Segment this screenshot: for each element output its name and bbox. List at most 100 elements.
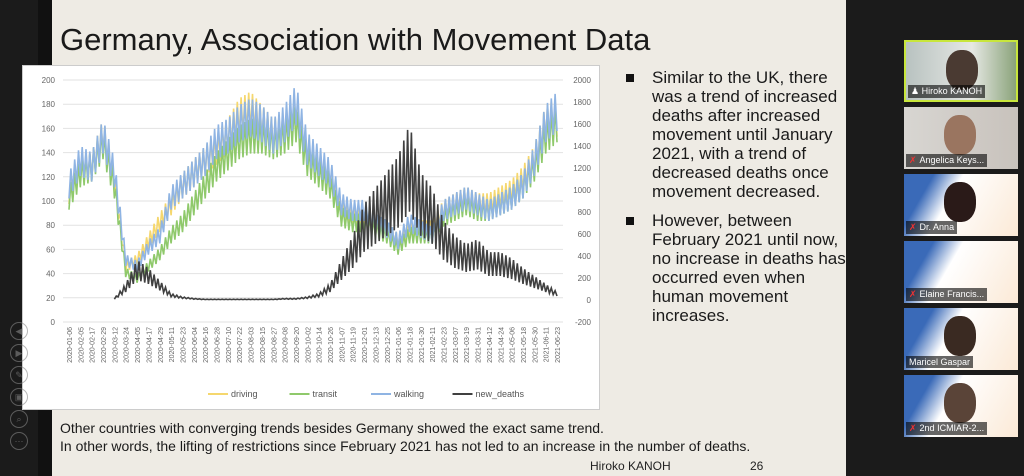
- participant-name: Dr. Anna: [919, 222, 955, 232]
- next-icon[interactable]: ▶: [10, 344, 28, 362]
- x-axis-tick-label: 2021-04-12: [487, 327, 494, 363]
- slide-title: Germany, Association with Movement Data: [60, 22, 651, 57]
- bullet-text: However, between February 2021 until now…: [652, 211, 846, 325]
- x-axis-tick-label: 2021-05-06: [510, 327, 517, 363]
- x-axis-tick-label: 2020-09-20: [294, 327, 301, 363]
- left-axis-tick-label: 60: [46, 245, 55, 254]
- participant-name: Hiroko KANOH: [921, 86, 983, 96]
- muted-mic-icon: ✗: [909, 222, 917, 232]
- left-axis-tick-label: 160: [42, 124, 56, 133]
- participant-tile[interactable]: ✗ Angelica Keys...: [904, 107, 1018, 169]
- right-axis-tick-label: 1400: [573, 142, 591, 151]
- participant-tile[interactable]: Maricel Gaspar: [904, 308, 1018, 370]
- bullet-square-icon: [626, 217, 634, 225]
- slides-icon[interactable]: ▣: [10, 388, 28, 406]
- more-icon[interactable]: ⋯: [10, 432, 28, 450]
- participant-tile[interactable]: ✗ Dr. Anna: [904, 174, 1018, 236]
- x-axis-tick-label: 2020-06-28: [215, 327, 222, 363]
- x-axis-tick-label: 2021-06-23: [555, 327, 562, 363]
- x-axis-tick-label: 2020-02-29: [101, 327, 108, 363]
- slide-author: Hiroko KANOH: [590, 459, 671, 473]
- series-line-driving: [68, 92, 558, 272]
- x-axis-tick-label: 2020-03-12: [112, 327, 119, 363]
- x-axis-tick-label: 2021-03-19: [464, 327, 471, 363]
- chart-svg: 0 20 40 60 80 100 120 140 160 180 200 -200 0 200 400 60…: [42, 76, 592, 399]
- prev-icon[interactable]: ◀: [10, 322, 28, 340]
- bullet-item: However, between February 2021 until now…: [622, 211, 847, 325]
- series-line-walking: [68, 88, 558, 272]
- x-axis-tick-label: 2020-08-15: [260, 327, 267, 363]
- x-axis-tick-label: 2020-03-24: [124, 327, 131, 363]
- muted-mic-icon: ✗: [909, 289, 917, 299]
- participant-name: Angelica Keys...: [919, 155, 985, 165]
- left-axis-tick-label: 40: [46, 270, 55, 279]
- legend-label: driving: [231, 389, 258, 399]
- right-axis-tick-label: 1000: [573, 186, 591, 195]
- x-axis-tick-label: 2020-06-04: [192, 327, 199, 363]
- x-axis-tick-label: 2020-02-17: [90, 327, 97, 363]
- x-axis-tick-label: 2020-04-05: [135, 327, 142, 363]
- participant-tile[interactable]: ✗ 2nd ICMIAR-2...: [904, 375, 1018, 437]
- x-axis-tick-label: 2020-12-01: [362, 327, 369, 363]
- participant-tile[interactable]: ♟ Hiroko KANOH: [904, 40, 1018, 102]
- left-axis-tick-label: 180: [42, 100, 56, 109]
- x-axis-tick-label: 2020-11-19: [351, 327, 358, 362]
- zoom-icon[interactable]: ⌕: [10, 410, 28, 428]
- bullet-list: Similar to the UK, there was a trend of …: [622, 68, 847, 335]
- left-axis-tick-label: 0: [51, 318, 56, 327]
- x-axis-tick-label: 2020-10-02: [305, 327, 312, 363]
- presentation-controls: ◀ ▶ ✎ ▣ ⌕ ⋯: [10, 322, 28, 450]
- participant-tile[interactable]: ✗ Elaine Francis...: [904, 241, 1018, 303]
- series-line-new_deaths: [113, 129, 558, 301]
- x-axis-tick-label: 2020-02-05: [78, 327, 85, 363]
- legend-label: new_deaths: [476, 389, 525, 399]
- muted-mic-icon: ✗: [909, 155, 917, 165]
- muted-mic-icon: ✗: [909, 423, 917, 433]
- bullet-square-icon: [626, 74, 634, 82]
- left-axis-tick-label: 100: [42, 197, 56, 206]
- unmuted-icon: ♟: [911, 86, 922, 96]
- x-axis-tick-label: 2020-05-11: [169, 327, 176, 362]
- pen-icon[interactable]: ✎: [10, 366, 28, 384]
- right-axis-tick-label: 1800: [573, 98, 591, 107]
- left-axis-tick-label: 200: [42, 76, 56, 85]
- legend-label: walking: [393, 389, 424, 399]
- x-axis-tick-label: 2020-04-17: [146, 327, 153, 363]
- x-axis-tick-label: 2020-10-26: [328, 327, 335, 363]
- participant-name: Elaine Francis...: [919, 289, 985, 299]
- x-axis-tick-label: 2020-10-14: [317, 327, 324, 363]
- participant-name: Maricel Gaspar: [909, 357, 971, 367]
- x-axis-tick-label: 2021-02-23: [442, 327, 449, 363]
- right-axis-tick-label: 1200: [573, 164, 591, 173]
- x-axis-tick-label: 2020-11-07: [339, 327, 346, 362]
- x-axis-tick-label: 2021-03-31: [476, 327, 483, 363]
- right-axis-tick-label: -200: [575, 318, 592, 327]
- x-axis-tick-label: 2020-04-29: [158, 327, 165, 363]
- x-axis-tick-label: 2020-09-08: [283, 327, 290, 363]
- x-axis-tick-label: 2021-05-18: [521, 327, 528, 363]
- right-axis-tick-label: 400: [578, 252, 592, 261]
- legend-label: transit: [313, 389, 338, 399]
- x-axis-tick-label: 2021-03-07: [453, 327, 460, 363]
- right-axis-tick-label: 1600: [573, 120, 591, 129]
- right-axis-tick-label: 2000: [573, 76, 591, 85]
- left-axis-tick-label: 140: [42, 149, 56, 158]
- x-axis-tick-label: 2021-01-18: [407, 327, 414, 363]
- left-axis-tick-label: 80: [46, 221, 55, 230]
- x-axis-tick-label: 2020-12-13: [373, 327, 380, 363]
- footer-line-2: In other words, the lifting of restricti…: [60, 438, 751, 454]
- chart: 0 20 40 60 80 100 120 140 160 180 200 -200 0 200 400 60…: [22, 65, 600, 410]
- left-axis-tick-label: 20: [46, 294, 55, 303]
- right-axis-tick-label: 200: [578, 274, 592, 283]
- bullet-text: Similar to the UK, there was a trend of …: [652, 68, 838, 201]
- participant-panel: ♟ Hiroko KANOH ✗ Angelica Keys... ✗ Dr. An…: [904, 40, 1020, 442]
- right-axis-tick-label: 0: [587, 296, 592, 305]
- page-number: 26: [750, 459, 764, 473]
- x-axis-tick-label: 2021-04-24: [498, 327, 505, 363]
- x-axis-tick-label: 2021-05-30: [532, 327, 539, 363]
- footer-line-1: Other countries with converging trends b…: [60, 420, 604, 436]
- x-axis-tick-label: 2021-02-11: [430, 327, 437, 362]
- x-axis-tick-label: 2021-01-06: [396, 327, 403, 363]
- x-axis-tick-label: 2020-07-10: [226, 327, 233, 363]
- left-axis-tick-label: 120: [42, 173, 56, 182]
